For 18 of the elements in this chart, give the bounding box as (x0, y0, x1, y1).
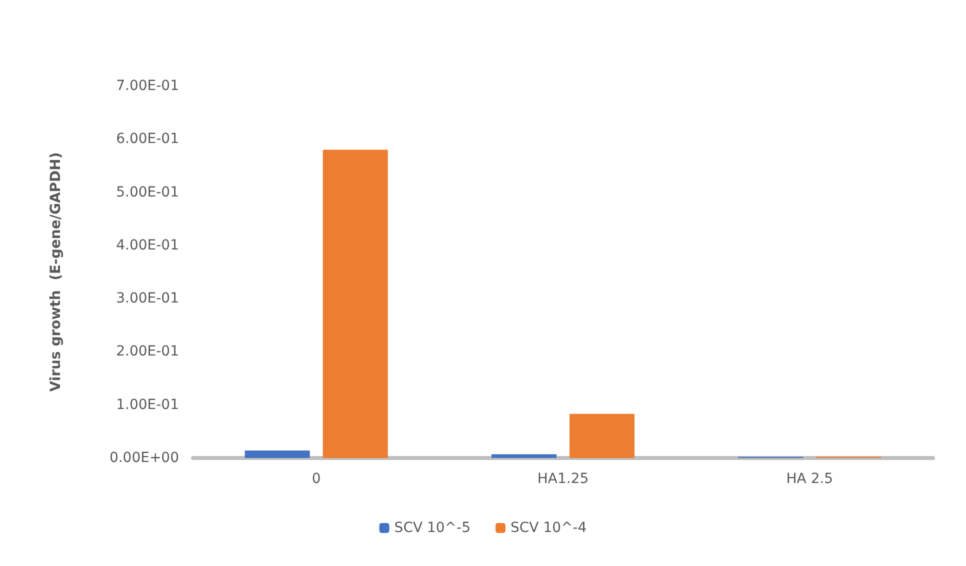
y-tick-label: 0.00E+00 (109, 450, 179, 466)
y-tick-label: 7.00E-01 (116, 78, 179, 94)
bar (492, 454, 556, 458)
bar (244, 450, 310, 458)
y-tick-label: 4.00E-01 (116, 237, 179, 254)
y-tick-label: 5.00E-01 (116, 184, 179, 200)
y-tick-label: 2.00E-01 (116, 344, 179, 360)
x-tick-label: HA1.25 (537, 471, 589, 487)
y-axis-title: Virus growth (E-gene/GAPDH) (48, 152, 64, 392)
y-tick-label: 6.00E-01 (116, 131, 179, 148)
legend-label: SCV 10^-4 (510, 520, 587, 536)
x-tick-label: 0 (312, 471, 321, 487)
y-tick-label: 1.00E-01 (116, 396, 179, 413)
y-tick-label: 3.00E-01 (116, 290, 179, 307)
bar (570, 414, 634, 458)
x-tick-label: HA 2.5 (786, 471, 834, 487)
legend-label: SCV 10^-5 (394, 520, 471, 536)
bar (322, 150, 388, 458)
